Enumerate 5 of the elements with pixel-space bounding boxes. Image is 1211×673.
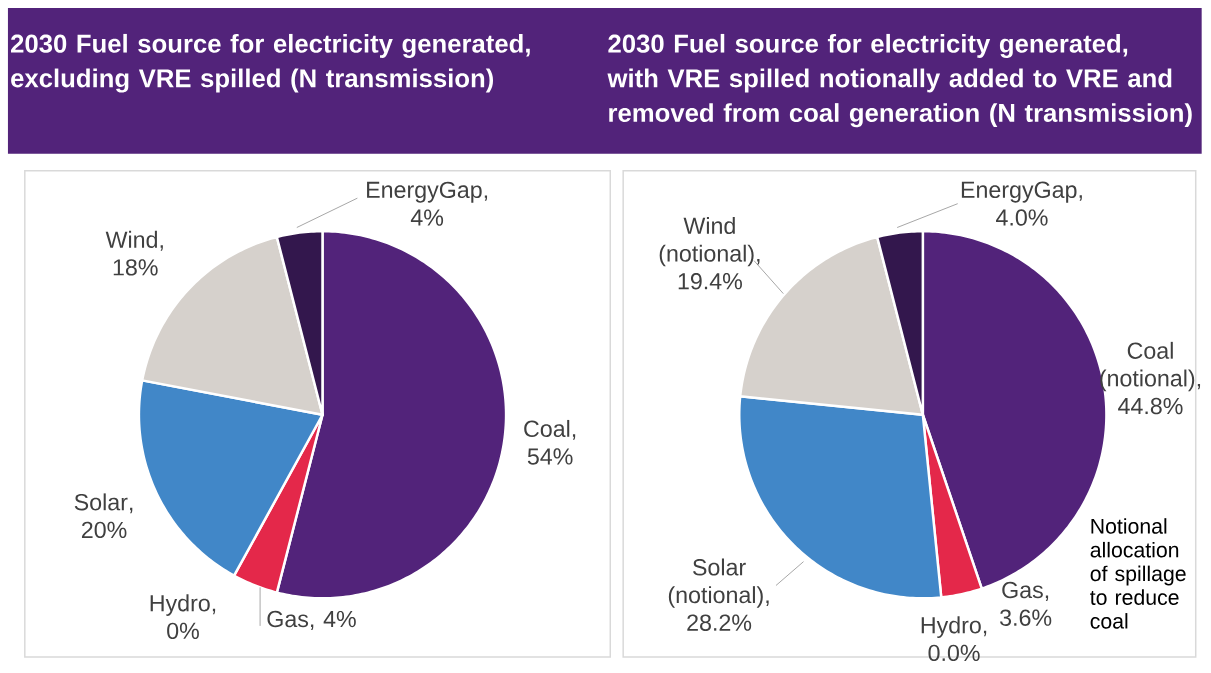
slice-label: Gas bbox=[267, 610, 309, 628]
chart-title: 2030 Fuel source for electricity generated, with VRE spilled notionally added to VRE and removed from coal generation (N transmission) bbox=[607, 34, 1192, 128]
data-label: , 4% bbox=[311, 611, 356, 631]
chart-title: 2030 Fuel source for electricity generated, excluding VRE spilled (N transmission) bbox=[11, 34, 530, 93]
text: Notional allocation of spillage to reduce coal bbox=[1090, 518, 1186, 629]
